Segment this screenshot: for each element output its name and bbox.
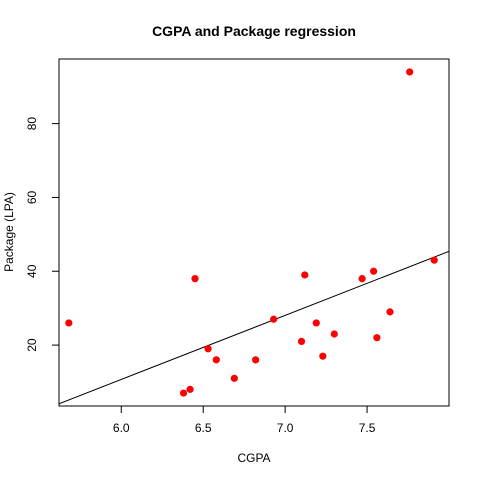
data-point <box>301 271 309 279</box>
y-axis-label: Package (LPA) <box>2 192 16 272</box>
x-tick-label: 6.0 <box>113 421 130 435</box>
data-point <box>312 319 320 327</box>
data-point <box>319 352 327 360</box>
regression-line-layer <box>59 250 449 405</box>
data-point <box>386 308 394 316</box>
data-point <box>430 256 438 264</box>
data-points <box>65 68 438 397</box>
data-point <box>270 315 278 323</box>
x-axis-label: CGPA <box>237 451 270 465</box>
x-tick-label: 7.5 <box>359 421 376 435</box>
data-point <box>358 275 366 283</box>
data-point <box>191 275 199 283</box>
data-point <box>252 356 260 364</box>
chart-title: CGPA and Package regression <box>152 23 356 39</box>
data-point <box>373 334 381 342</box>
y-tick-label: 60 <box>25 190 39 204</box>
data-point <box>186 385 194 393</box>
y-tick-label: 80 <box>25 117 39 131</box>
data-point <box>230 374 238 382</box>
plot-frame <box>58 58 450 407</box>
y-tick-label: 40 <box>25 264 39 278</box>
data-point <box>297 337 306 345</box>
data-point <box>179 389 188 397</box>
data-point <box>370 267 378 275</box>
axis-ticks: 6.0 6.5 7.0 7.5 20 40 60 80 <box>25 117 376 435</box>
regression-line <box>59 250 449 405</box>
x-tick-label: 7.0 <box>277 421 294 435</box>
data-point <box>65 319 73 327</box>
data-point <box>406 68 414 76</box>
y-tick-label: 20 <box>25 338 39 352</box>
data-point <box>212 356 220 364</box>
data-point <box>330 330 338 338</box>
data-point <box>204 345 212 353</box>
x-tick-label: 6.5 <box>195 421 212 435</box>
